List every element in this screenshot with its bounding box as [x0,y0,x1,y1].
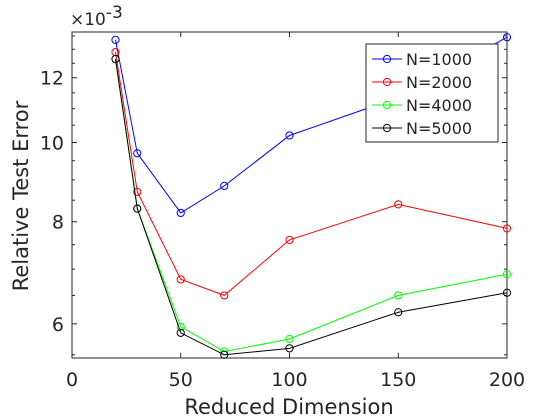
y-tick-label: 10 [40,132,64,154]
x-tick-label: 50 [169,369,193,391]
data-point-n-4000 [285,334,294,344]
legend: N=1000 N=2000 N=4000 N=5000 [365,43,499,143]
data-point-n-5000 [133,204,142,213]
y-exponent-base: ×10 [70,10,106,30]
data-point-n-2000 [176,275,185,284]
data-point-n-2000 [502,224,512,233]
data-point-n-2000 [394,200,403,209]
data-point-n-5000 [220,350,229,359]
legend-label: N=4000 [406,96,472,115]
x-tick-label: 100 [271,369,307,391]
x-tick-label: 200 [489,369,525,391]
y-tick-label: 8 [52,212,64,234]
legend-label: N=2000 [406,73,472,92]
data-point-n-2000 [133,187,142,197]
data-point-n-2000 [285,235,294,245]
y-tick-label: 12 [40,68,64,90]
data-point-n-1000 [502,33,512,42]
legend-label: N=5000 [406,119,472,138]
y-exponent-power: -3 [106,3,123,23]
data-point-n-2000 [220,291,229,300]
data-point-n-5000 [285,344,294,353]
legend-marker [382,100,392,110]
y-tick-label: 6 [52,314,64,336]
y-axis-title: Relative Test Error [9,100,33,291]
series-line-n-5000 [115,58,508,356]
data-point-n-1000 [133,149,142,158]
data-point-n-1000 [220,181,229,190]
y-axis-exponent: ×10-3 [70,3,123,30]
legend-label: N=1000 [406,50,472,69]
data-point-n-5000 [394,308,403,317]
data-point-n-5000 [111,54,120,64]
data-point-n-4000 [394,291,403,300]
data-point-n-1000 [111,35,120,44]
legend-marker [382,123,392,133]
data-point-n-1000 [176,208,185,218]
x-tick-label: 0 [66,369,78,391]
data-point-n-5000 [502,288,512,297]
legend-marker [382,77,392,87]
x-axis-title: Reduced Dimension [184,395,393,419]
data-point-n-4000 [502,270,512,279]
x-tick-label: 150 [380,369,416,391]
legend-box [365,43,499,143]
legend-marker [382,54,392,64]
data-point-n-5000 [176,328,185,337]
data-point-n-1000 [285,131,294,140]
data-point-n-4000 [176,322,185,331]
series-line-n-2000 [115,52,508,296]
